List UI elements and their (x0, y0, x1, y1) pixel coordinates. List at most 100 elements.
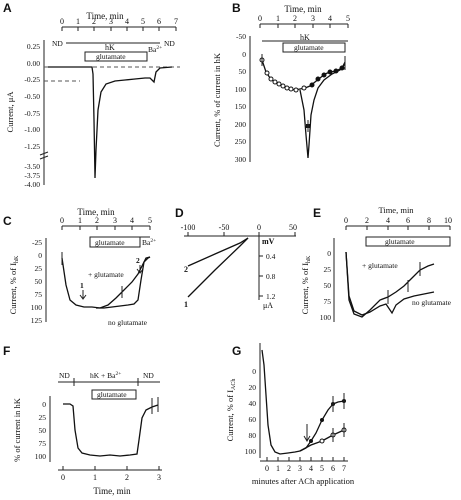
panel-e-annotations: + glutamate no glutamate (362, 261, 452, 307)
data-point (280, 83, 286, 89)
ba-sup: 2+ (156, 45, 162, 51)
panel-c-xticks: 0 1 2 3 4 5 (60, 216, 152, 230)
panel-g-trace-early (261, 349, 301, 455)
xtick-label: 4 (130, 216, 134, 225)
panel-c: C Time, min 0 1 2 3 4 5 -25 0 25 50 75 1… (3, 207, 156, 327)
xtick-label: 50 (289, 223, 297, 232)
ytick-label: 300 (235, 155, 247, 164)
data-point (264, 70, 270, 76)
panel-a-yticks: 0.25 0.00 -0.25 -0.50 -0.75 -1.00 -1.25 … (24, 42, 49, 189)
xtick-label: 4 (309, 464, 313, 473)
ylabel-sub: hK (306, 255, 312, 263)
panel-b-xticks: 0 1 2 3 4 5 (258, 14, 350, 28)
annot-no-glutamate: no glutamate (108, 318, 148, 327)
xtick-label: 0 (61, 473, 65, 482)
panel-f-letter: F (3, 344, 10, 358)
ytick-label: -0.75 (24, 109, 40, 118)
data-point (272, 79, 278, 85)
ytick-label: 100 (235, 85, 247, 94)
panel-b-markers (259, 54, 346, 132)
glutamate-bar (365, 236, 451, 247)
data-point (320, 418, 324, 422)
ylabel-text: Current, % of I (8, 263, 18, 315)
xtick-label: 3 (311, 14, 315, 23)
ylabel-text: Current, % of I (300, 263, 310, 315)
panel-a-xticks: 0 1 2 3 4 5 6 7 (60, 17, 178, 31)
ytick-label: 50 (39, 426, 47, 435)
y-unit: μA (263, 301, 273, 310)
panel-a-bars: ND hK ND glutamate Ba2+ (52, 39, 175, 62)
glutamate-bar (91, 389, 137, 400)
xtick-label: 1 (276, 464, 280, 473)
panel-f-trace (63, 403, 159, 457)
xtick-label: 3 (298, 464, 302, 473)
panel-d-letter: D (175, 206, 184, 220)
ytick-label: 150 (235, 102, 247, 111)
ytick-label: 80 (249, 431, 257, 440)
ylabel-sub: hK (14, 255, 20, 263)
panel-g-ylabel: Current, % of IACh (225, 379, 237, 442)
panel-f: F ND hK + Ba2+ ND glutamate 0 25 50 75 1… (3, 344, 162, 496)
bar-nd-left: ND (52, 39, 63, 48)
panel-e-letter: E (313, 206, 321, 220)
panel-b-trace-glutamate (299, 63, 346, 159)
marker-2: 2 (136, 256, 140, 265)
xtick-label: 2 (95, 216, 99, 225)
xtick-label: 0 (258, 14, 262, 23)
xtick-label: 5 (346, 14, 350, 23)
iv-line-2 (187, 237, 249, 267)
panel-c-yticks: -25 0 25 50 75 100 125 (31, 238, 43, 325)
ba-sup: 2+ (115, 371, 121, 377)
xtick-label: 2 (293, 14, 297, 23)
axis-break-mark (39, 151, 49, 156)
xtick-label: 1 (93, 473, 97, 482)
xtick-label: 5 (148, 216, 152, 225)
ylabel-text: Current, % of I (225, 390, 235, 442)
panel-c-xlabel: Time, min (77, 207, 115, 217)
panel-b-xlabel: Time, min (284, 4, 322, 14)
panel-e-xlabel: Time, min (378, 205, 414, 215)
panel-f-ylabel: % of current in hK (12, 397, 22, 462)
ytick-label: 75 (35, 290, 43, 299)
axis-break-mark (39, 155, 49, 160)
ytick-label: 100 (245, 447, 257, 456)
panel-f-bars: ND hK + Ba2+ ND glutamate (58, 371, 160, 400)
ytick-label: -4.00 (24, 180, 40, 189)
xtick-label: 2 (92, 17, 96, 26)
ytick-label: 75 (324, 297, 332, 306)
xtick-label: 0 (60, 216, 64, 225)
data-point (268, 76, 274, 82)
ytick-label: 0.4 (266, 252, 276, 261)
ytick-label: 200 (235, 120, 247, 129)
xtick-label: 6 (157, 17, 161, 26)
xtick-label: -50 (219, 223, 230, 232)
panel-g-yticks: 0 20 40 60 80 100 (245, 367, 257, 456)
xtick-label: 0 (60, 17, 64, 26)
xtick-label: 3 (109, 17, 113, 26)
xtick-label: 4 (386, 216, 390, 225)
xtick-label: 1 (76, 17, 80, 26)
ytick-label: -25 (32, 238, 42, 247)
xtick-label: 4 (328, 14, 332, 23)
panel-e-ylabel: Current, % of IhK (300, 255, 312, 314)
data-point (288, 86, 294, 92)
bar-ba: Ba2+ (142, 238, 156, 247)
annot-plus-glutamate: + glutamate (88, 270, 124, 279)
ytick-label: -3.50 (24, 162, 40, 171)
xtick-label: 5 (141, 17, 145, 26)
data-point (309, 82, 315, 88)
panel-a: A Time, min 0 1 2 3 4 5 6 7 0.25 0.00 -0… (3, 1, 180, 189)
data-point (293, 87, 299, 93)
panel-b: B Time, min 0 1 2 3 4 5 -50 0 50 100 150… (212, 1, 350, 164)
panel-a-letter: A (3, 1, 12, 15)
panel-e: E Time, min 0 2 4 6 8 10 0 25 50 75 100 … (300, 205, 452, 322)
panel-c-ylabel: Current, % of IhK (8, 255, 20, 314)
panel-b-letter: B (232, 1, 241, 15)
hkba-text: hK + Ba (90, 371, 116, 380)
data-point (301, 85, 307, 91)
ba-text: Ba (142, 238, 151, 247)
panel-g: G 0 20 40 60 80 100 Current, % of IACh 0… (225, 343, 355, 486)
ytick-label: 0.00 (27, 59, 40, 68)
x-unit: mV (262, 237, 275, 246)
